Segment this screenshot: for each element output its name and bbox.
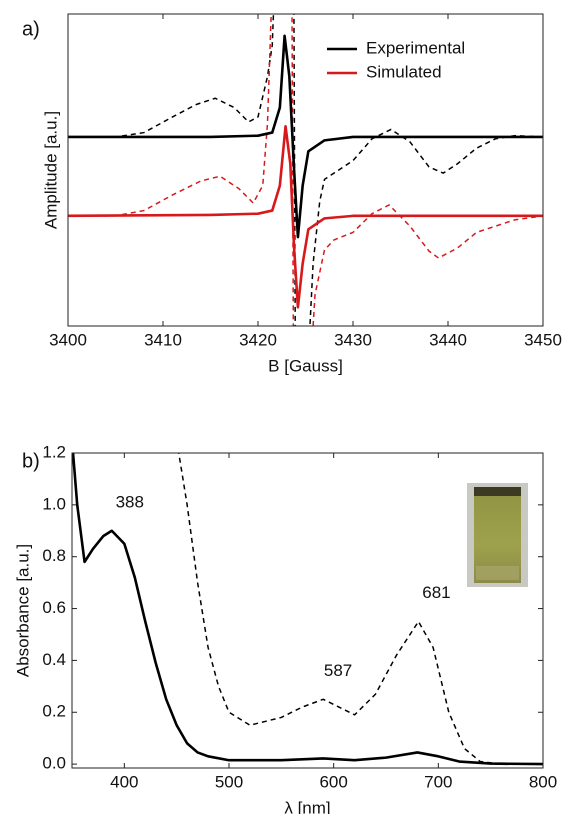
peak-label: 681 xyxy=(422,583,450,602)
x-axis-label: λ [nm] xyxy=(284,798,330,814)
peak-label: 587 xyxy=(324,661,352,680)
plot-area xyxy=(68,14,543,326)
legend-label: Simulated xyxy=(366,62,442,81)
y-tick-label: 1.2 xyxy=(42,442,66,461)
dashed-line xyxy=(68,14,543,326)
panel-label: a) xyxy=(22,18,40,40)
x-tick-label: 3420 xyxy=(239,330,277,349)
dashed-line xyxy=(178,453,543,765)
panel-label: b) xyxy=(22,450,40,472)
line xyxy=(68,125,543,309)
y-axis-label: Absorbance [a.u.] xyxy=(13,544,32,677)
y-tick-label: 0.8 xyxy=(42,546,66,565)
y-axis-label: Amplitude [a.u.] xyxy=(41,111,60,229)
y-tick-label: 1.0 xyxy=(42,494,66,513)
x-tick-label: 3410 xyxy=(144,330,182,349)
y-tick-label: 0.2 xyxy=(42,702,66,721)
x-axis-label: B [Gauss] xyxy=(268,356,343,375)
dashed-line xyxy=(68,14,543,326)
axes-box xyxy=(67,13,544,327)
x-tick-label: 400 xyxy=(110,772,138,791)
line xyxy=(68,34,543,239)
x-tick-label: 3430 xyxy=(334,330,372,349)
y-tick-label: 0.0 xyxy=(42,754,66,773)
line xyxy=(72,453,543,766)
plot-area xyxy=(72,453,543,766)
x-tick-label: 3440 xyxy=(429,330,467,349)
x-tick-label: 700 xyxy=(424,772,452,791)
y-tick-label: 0.6 xyxy=(42,598,66,617)
y-tick-label: 0.4 xyxy=(42,650,66,669)
x-tick-label: 500 xyxy=(215,772,243,791)
peak-label: 388 xyxy=(116,492,144,511)
x-tick-label: 3400 xyxy=(49,330,87,349)
inset-photo xyxy=(467,483,528,587)
axes-box xyxy=(71,452,544,769)
x-tick-label: 600 xyxy=(319,772,347,791)
x-tick-label: 3450 xyxy=(524,330,562,349)
legend-label: Experimental xyxy=(366,38,465,57)
x-tick-label: 800 xyxy=(529,772,557,791)
